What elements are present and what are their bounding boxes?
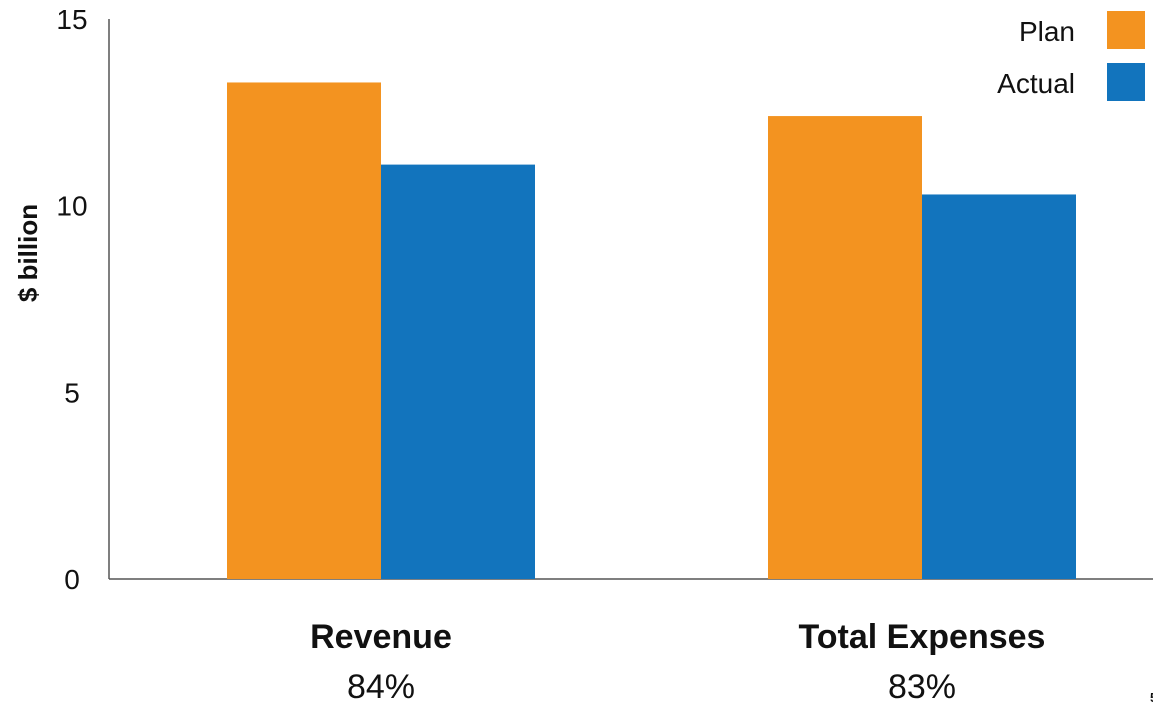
y-tick-label: 15 <box>56 4 87 35</box>
legend-label-actual: Actual <box>997 68 1075 99</box>
bar-plan-total-expenses <box>768 116 922 580</box>
x-category-label: Total Expenses <box>799 618 1046 656</box>
legend-swatch-actual <box>1107 63 1145 101</box>
bar-actual-total-expenses <box>922 194 1076 579</box>
y-tick-label: 0 <box>64 564 80 595</box>
legend-swatch-plan <box>1107 11 1145 49</box>
x-category-percent: 84% <box>347 668 415 704</box>
y-tick-label: 10 <box>56 191 87 222</box>
page-number: 5 <box>1150 690 1153 704</box>
bars <box>227 82 1076 580</box>
y-axis-title: $ billion <box>13 204 43 302</box>
legend: Plan Actual <box>997 11 1145 101</box>
x-category-percent: 83% <box>888 668 956 704</box>
x-category-label: Revenue <box>310 618 452 656</box>
bar-plan-revenue <box>227 82 381 579</box>
y-axis: 0 5 10 15 <box>56 4 110 595</box>
bar-actual-revenue <box>381 164 535 579</box>
legend-label-plan: Plan <box>1019 16 1075 47</box>
y-tick-label: 5 <box>64 377 80 408</box>
category-labels: Revenue 84% Total Expenses 83% <box>310 618 1045 704</box>
